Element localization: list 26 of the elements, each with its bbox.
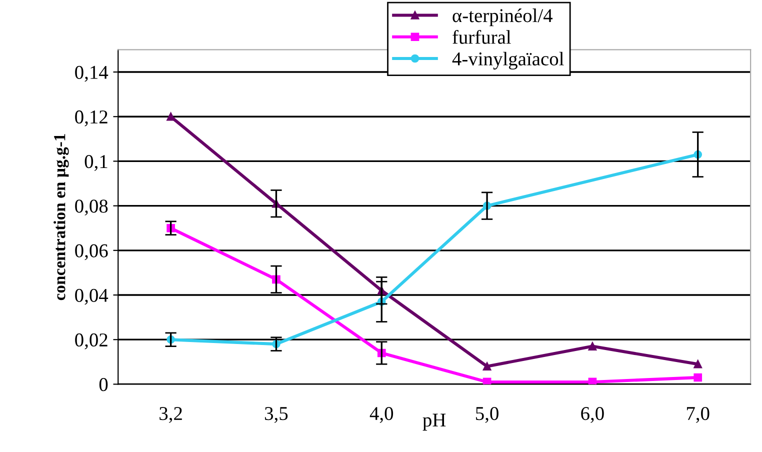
legend-label: α-terpinéol/4: [452, 8, 553, 26]
x-tick-label: 7,0: [686, 406, 710, 423]
y-tick-label: 0,1: [84, 155, 108, 171]
point: [482, 378, 492, 384]
point: [482, 362, 492, 371]
y-tick-label: 0: [99, 378, 108, 392]
point: [588, 378, 597, 384]
x-tick-label: 4,0: [370, 406, 394, 423]
y-tick-label: 0,12: [75, 110, 108, 126]
point: [166, 112, 175, 121]
y-tick-label: 0,08: [75, 200, 108, 216]
x-tick-label: 3,5: [265, 407, 288, 423]
y-tick-label: 0,06: [75, 244, 108, 260]
y-tick-label: 0,02: [75, 333, 108, 350]
y-tick-label: 0,04: [75, 288, 108, 305]
x-tick-label: 6,0: [581, 406, 604, 423]
point: [694, 360, 702, 368]
point: [694, 373, 702, 382]
y-tick-label: 0,14: [75, 66, 108, 82]
point: [588, 342, 597, 350]
x-axis-title: pH: [422, 414, 446, 431]
legend-label: 4-vinylgaïacol: [452, 52, 564, 70]
legend-label: furfural: [452, 30, 511, 44]
y-axis-title: concentration en µg.g-1: [54, 134, 69, 300]
x-tick-label: 3,2: [160, 407, 182, 423]
x-tick-label: 5,0: [476, 406, 498, 423]
